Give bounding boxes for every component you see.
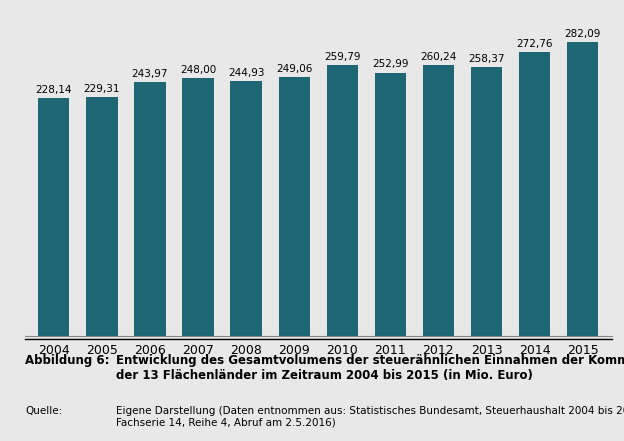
Text: 249,06: 249,06: [276, 64, 313, 74]
Text: 252,99: 252,99: [372, 60, 409, 69]
Bar: [471, 67, 502, 336]
Bar: [423, 65, 454, 336]
Bar: [326, 65, 358, 336]
Text: 228,14: 228,14: [36, 85, 72, 95]
Bar: [230, 81, 261, 336]
Text: Entwicklung des Gesamtvolumens der steuerähnlichen Einnahmen der Kommunen
der 13: Entwicklung des Gesamtvolumens der steue…: [116, 354, 624, 382]
Text: Quelle:: Quelle:: [25, 406, 62, 416]
Bar: [278, 77, 310, 336]
Text: Abbildung 6:: Abbildung 6:: [25, 354, 109, 367]
Text: 243,97: 243,97: [132, 69, 168, 79]
Text: 272,76: 272,76: [516, 39, 553, 49]
Text: 259,79: 259,79: [324, 52, 361, 62]
Bar: [38, 98, 69, 336]
Bar: [375, 73, 406, 336]
Text: Eigene Darstellung (Daten entnommen aus: Statistisches Bundesamt, Steuerhaushalt: Eigene Darstellung (Daten entnommen aus:…: [116, 406, 624, 428]
Bar: [134, 82, 165, 336]
Bar: [182, 78, 213, 336]
Bar: [519, 52, 550, 336]
Bar: [86, 97, 117, 336]
Text: 244,93: 244,93: [228, 68, 265, 78]
Text: 282,09: 282,09: [565, 29, 601, 39]
Text: 229,31: 229,31: [84, 84, 120, 94]
Text: 258,37: 258,37: [468, 54, 505, 64]
Bar: [567, 42, 598, 336]
Text: 260,24: 260,24: [420, 52, 457, 62]
Text: 248,00: 248,00: [180, 65, 216, 75]
